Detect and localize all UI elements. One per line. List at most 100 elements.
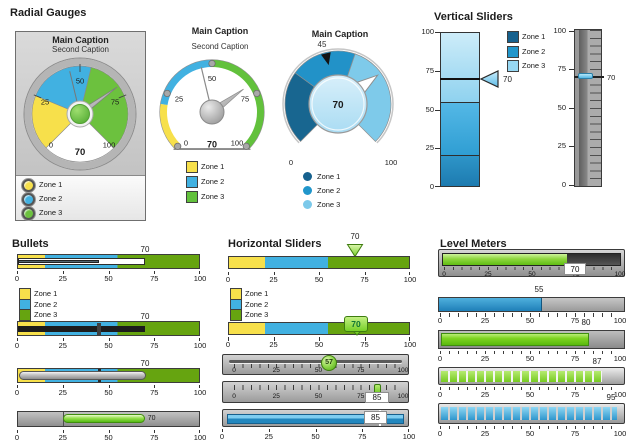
section-title-horizontal-sliders: Horizontal Sliders <box>228 238 322 250</box>
vslider1-axis-0: 0 <box>429 181 434 191</box>
bullet2-zones <box>17 321 200 336</box>
bullet2-value-label: 70 <box>140 312 150 321</box>
gauge1-tick-label-50: 50 <box>76 77 84 86</box>
scale-label-100: 100 <box>403 274 417 284</box>
gauge3-marker-value: 45 <box>317 40 327 49</box>
tick-mark <box>17 270 18 274</box>
bullet1-value-label: 70 <box>140 245 150 254</box>
scale-label-50: 50 <box>314 340 324 349</box>
gauge1-hub <box>70 104 90 124</box>
scale-label-0: 0 <box>437 389 443 399</box>
scale-label-25: 25 <box>264 431 273 441</box>
gauge1-tick-label-75: 75 <box>111 98 119 107</box>
scale-label-0: 0 <box>437 428 443 438</box>
gauge2-hub <box>199 99 225 125</box>
bullet4-value-label: 70 <box>147 414 156 422</box>
meter2-track <box>438 296 625 312</box>
scale-label-25: 25 <box>480 353 490 363</box>
scale-label-25: 25 <box>484 270 492 278</box>
vslider1-tick <box>435 148 440 150</box>
hslider2-track[interactable] <box>228 321 410 335</box>
gauge3-legend-swatch-zone3 <box>303 200 312 209</box>
gauge2-zone3-band <box>212 60 265 149</box>
vslider2-groove <box>579 30 587 186</box>
gauge2-zone1-band <box>160 103 181 149</box>
vslider2-track[interactable] <box>574 29 602 187</box>
vslider1-track[interactable] <box>440 32 480 187</box>
gauge1-tick-label-100: 100 <box>103 141 116 150</box>
tick-mark <box>62 429 64 433</box>
scale-label-50: 50 <box>528 270 536 278</box>
hslider3-thumb[interactable]: 57 <box>321 355 337 371</box>
bullet2-measure-bar <box>18 325 145 332</box>
vslider2-ruler-ticks <box>590 30 601 186</box>
meter3-track <box>438 329 625 349</box>
gauge2-legend-label-zone1: Zone 1 <box>201 162 225 171</box>
vslider2-value: 70 <box>607 72 616 82</box>
hsliders-legend-label-zone2: Zone 2 <box>245 299 269 309</box>
vslider2-thumb[interactable] <box>577 73 593 79</box>
gauge1-tick-25 <box>33 94 42 99</box>
gauge3-marker-45[interactable] <box>321 52 331 66</box>
scale-label-50: 50 <box>314 366 323 374</box>
gauge2-legend-swatch-zone1 <box>186 161 198 173</box>
tick-mark <box>409 337 410 341</box>
vslider1-tick <box>435 70 440 72</box>
tick-mark <box>409 271 410 275</box>
gauge1-legend-swatch-zone2 <box>22 193 35 206</box>
vslider2-tick <box>569 69 574 70</box>
scale-label-0: 0 <box>14 273 20 283</box>
tick-mark <box>154 270 156 274</box>
vslider1-tick <box>435 32 440 33</box>
tick-mark <box>154 429 156 433</box>
scale-label-0: 0 <box>437 316 443 325</box>
bullet4-measure-capsule <box>63 414 145 423</box>
tick-mark <box>273 337 275 341</box>
hslider3-panel[interactable]: 0 25 50 75 100 <box>222 354 409 375</box>
hslider2-thumb[interactable]: 70 <box>344 315 368 332</box>
tick-mark <box>17 429 18 433</box>
scale-label-100: 100 <box>403 340 417 349</box>
scale-label-50: 50 <box>314 393 323 400</box>
scale-label-25: 25 <box>480 428 490 438</box>
vslider2-tick <box>569 30 574 32</box>
gauge1-legend-swatch-zone1 <box>22 179 35 192</box>
hslider3-ruler-ticks <box>234 364 403 368</box>
tick-mark <box>199 429 200 433</box>
gauge1-rim <box>24 58 136 170</box>
hslider4-panel[interactable]: 0 25 50 75 100 <box>222 381 409 403</box>
section-title-radial-gauges: Radial Gauges <box>10 7 87 19</box>
tick-mark <box>199 384 200 388</box>
hslider1-track[interactable] <box>228 256 410 269</box>
gauge1-value: 70 <box>75 147 86 158</box>
gauge1-main-caption: Main Caption <box>52 35 109 45</box>
bullet1-target-bar <box>18 260 100 263</box>
vslider2-tick <box>569 146 574 147</box>
hslider5-panel[interactable] <box>222 409 409 427</box>
gauge1-legend: Zone 1 Zone 2 Zone 3 <box>16 175 145 220</box>
vslider1-axis-100: 100 <box>421 27 434 36</box>
scale-label-0: 0 <box>232 393 236 400</box>
radial-gauge-panel: Main Caption Second Caption 0 25 50 75 1… <box>15 31 146 221</box>
gauge2-tickblob-0 <box>174 142 182 150</box>
hsliders-legend-swatch-zone3 <box>230 309 242 321</box>
hslider1-thumb[interactable] <box>346 243 364 258</box>
meter5-value-label: 95 <box>606 393 616 402</box>
tick-mark <box>319 337 320 341</box>
bullet1-zones <box>17 254 200 269</box>
gauge1-tick-label-0: 0 <box>49 141 53 150</box>
vslider2-axis-25: 25 <box>557 141 566 150</box>
gauge2-tick-label-25: 25 <box>175 95 183 104</box>
scale-label-100: 100 <box>193 387 207 397</box>
vslider1-thumb[interactable] <box>479 69 500 89</box>
minor-ticks <box>440 350 620 354</box>
scale-label-25: 25 <box>58 387 67 397</box>
vslider1-zone2 <box>441 101 479 156</box>
scale-label-25: 25 <box>58 432 67 442</box>
tick-mark <box>362 428 364 432</box>
tick-mark <box>222 428 223 432</box>
vslider2-axis-75: 75 <box>557 64 566 73</box>
vslider1-zone1 <box>441 155 479 186</box>
vslider2-axis-0: 0 <box>561 179 566 189</box>
